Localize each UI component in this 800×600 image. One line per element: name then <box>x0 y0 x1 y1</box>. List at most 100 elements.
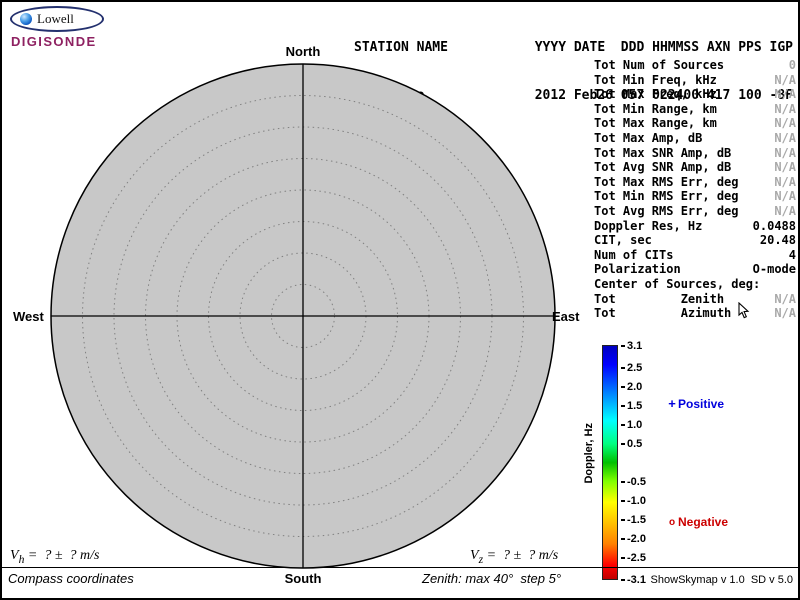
stat-label: CIT, sec <box>594 233 652 248</box>
stat-row: CIT, sec 20.48 <box>594 233 796 248</box>
legend-positive: + Positive <box>666 396 724 411</box>
stat-label: Polarization <box>594 262 681 277</box>
circle-marker-icon: o <box>668 517 676 528</box>
stat-label: Tot Num of Sources <box>594 58 725 72</box>
colorbar-tick: -2.5 <box>621 552 646 564</box>
lowell-logo: Lowell <box>10 6 104 32</box>
stats-panel: Tot Num of Sources 0 Tot Min Freq, kHz N/A… <box>594 58 796 321</box>
plus-marker-icon: + <box>668 396 676 411</box>
stat-row: Tot Min Freq, kHz N/A <box>594 73 796 88</box>
logo-brand-text: Lowell <box>37 11 74 26</box>
colorbar-tick: 1.5 <box>621 400 642 412</box>
stat-value: 4 <box>788 247 796 262</box>
stat-value: N/A <box>774 145 796 160</box>
stat-label: Center of Sources, deg: <box>594 276 761 291</box>
stat-row: Tot Min Range, km N/A <box>594 102 796 117</box>
stat-row: Center of Sources, deg: <box>594 277 796 292</box>
stat-row: Tot Max Range, km N/A <box>594 116 796 131</box>
stat-value: 20.48 <box>759 233 796 248</box>
colorbar-tick: 3.1 <box>621 340 642 352</box>
stat-label: Doppler Res, Hz <box>594 218 703 233</box>
stat-row: Tot Max RMS Err, deg N/A <box>594 175 796 190</box>
mouse-cursor <box>738 302 750 319</box>
stat-row: Tot Max Freq, kHz N/A <box>594 87 796 102</box>
globe-icon <box>20 13 32 25</box>
stat-label: Num of CITs <box>594 247 674 262</box>
colorbar-tick: -2.0 <box>621 533 646 545</box>
vz-sub: z <box>478 552 484 566</box>
stat-row: Tot Azimuth N/A <box>594 306 796 321</box>
stat-label: Tot Min Range, km <box>594 101 717 116</box>
colorbar-tick: -1.5 <box>621 514 646 526</box>
vz-velocity-readout: Vz = ? ± ? m/s <box>470 548 558 566</box>
stat-row: Tot Max Amp, dB N/A <box>594 131 796 146</box>
stat-row: Tot Num of Sources 0 <box>594 58 796 73</box>
coordinate-system-note: Compass coordinates <box>8 571 134 586</box>
stat-row: Polarization O-mode <box>594 262 796 277</box>
stat-label: Tot Min RMS Err, deg <box>594 189 739 204</box>
colorbar-tick: 1.0 <box>621 419 642 431</box>
stat-label: Tot Max Amp, dB <box>594 130 703 145</box>
stat-label: Tot Azimuth <box>594 306 732 321</box>
stat-label: Tot Max Freq, kHz <box>594 87 717 102</box>
legend-negative-label: Negative <box>678 515 729 529</box>
stat-value: N/A <box>774 306 796 321</box>
stat-value: N/A <box>774 72 796 87</box>
compass-label-south: South <box>284 571 322 586</box>
stat-value: 0.0488 <box>752 218 796 233</box>
stat-row: Tot Avg SNR Amp, dB N/A <box>594 160 796 175</box>
colorbar-tick: -3.1 <box>621 574 646 586</box>
colorbar-tick: 2.5 <box>621 362 642 374</box>
compass-label-west: West <box>13 309 44 324</box>
stat-label: Tot Max SNR Amp, dB <box>594 145 732 160</box>
compass-label-east: East <box>552 309 580 324</box>
stat-label: Tot Max Range, km <box>594 116 717 131</box>
colorbar-tick: -1.0 <box>621 495 646 507</box>
stat-row: Tot Min RMS Err, deg N/A <box>594 189 796 204</box>
doppler-colorbar <box>602 345 618 580</box>
vh-value: = ? ± ? m/s <box>24 548 100 563</box>
stat-label: Tot Zenith <box>594 291 725 306</box>
stat-value: N/A <box>774 203 796 218</box>
stat-row: Tot Avg RMS Err, deg N/A <box>594 204 796 219</box>
colorbar-tick: -0.5 <box>621 476 646 488</box>
record-fields-value: 2012 Feb26 057 022400 417 100 -8F <box>534 88 793 103</box>
vh-base: V <box>10 548 19 563</box>
stat-value: N/A <box>774 174 796 189</box>
legend-positive-label: Positive <box>678 397 725 411</box>
logo-product-text: DIGISONDE <box>11 34 97 49</box>
status-bar-divider <box>2 567 798 568</box>
stat-label: Tot Avg SNR Amp, dB <box>594 160 732 175</box>
record-header: YYYY DATE DDD HHMMSS AXN PPS IGP 2012 Fe… <box>535 8 793 136</box>
stat-label: Tot Max RMS Err, deg <box>594 174 739 189</box>
vh-velocity-readout: Vh = ? ± ? m/s <box>10 548 99 566</box>
stat-value: N/A <box>774 160 796 175</box>
stat-value: N/A <box>774 87 796 102</box>
stat-value: N/A <box>774 101 796 116</box>
colorbar-tick: 2.0 <box>621 381 642 393</box>
record-fields-label: YYYY DATE DDD HHMMSS AXN PPS IGP <box>534 40 793 55</box>
stat-value: N/A <box>774 130 796 145</box>
stat-value: N/A <box>774 189 796 204</box>
stat-row: Num of CITs 4 <box>594 248 796 263</box>
compass-label-north: North <box>285 44 321 59</box>
skymap-plot <box>50 63 556 569</box>
app-version-label: ShowSkymap v 1.0 SD v 5.0 <box>650 574 793 586</box>
legend-negative: o Negative <box>666 515 728 529</box>
stat-value: 0 <box>788 58 796 72</box>
vz-value: = ? ± ? m/s <box>483 548 559 563</box>
vh-sub: h <box>18 552 25 566</box>
stat-value: O-mode <box>752 262 796 277</box>
zenith-scale-note: Zenith: max 40° step 5° <box>422 571 562 586</box>
stat-row: Tot Max SNR Amp, dB N/A <box>594 146 796 161</box>
colorbar-axis-title: Doppler, Hz <box>583 423 595 484</box>
stat-row: Tot Zenith N/A <box>594 292 796 307</box>
stat-row: Doppler Res, Hz 0.0488 <box>594 219 796 234</box>
stat-value: N/A <box>774 291 796 306</box>
stat-value: N/A <box>774 116 796 131</box>
stat-label: Tot Avg RMS Err, deg <box>594 203 739 218</box>
colorbar-tick: 0.5 <box>621 438 642 450</box>
vz-base: V <box>470 548 479 563</box>
stat-label: Tot Min Freq, kHz <box>594 72 717 87</box>
